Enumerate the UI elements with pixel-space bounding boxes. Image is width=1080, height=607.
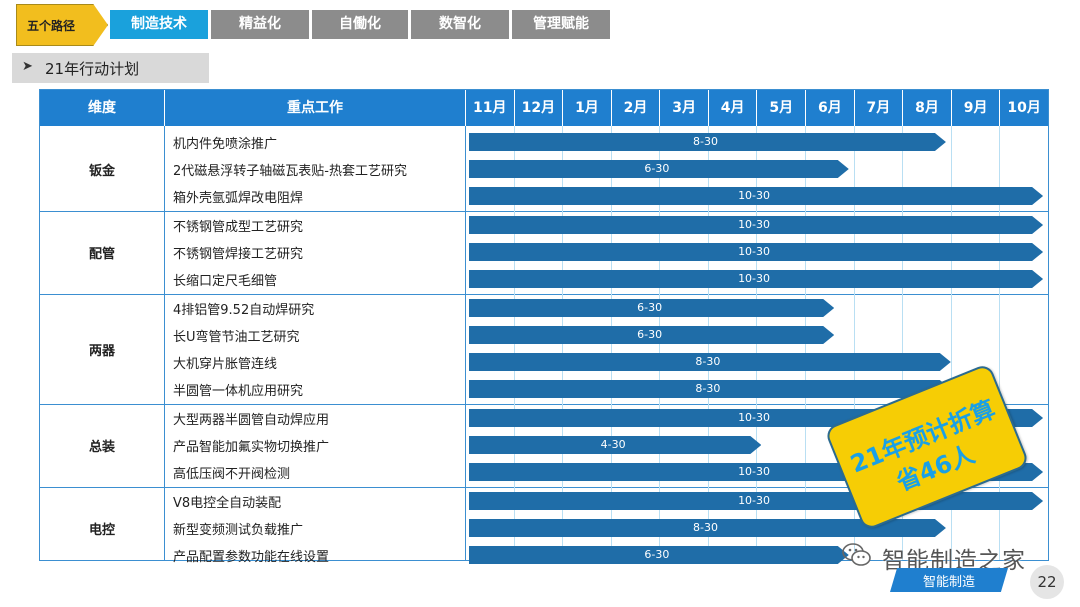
gantt-bar xyxy=(469,270,1043,288)
task-name: 半圆管一体机应用研究 xyxy=(173,384,304,399)
header-month: 11月 xyxy=(465,90,514,126)
gantt-bar xyxy=(469,546,849,564)
month-gridline xyxy=(853,126,855,560)
header-month: 1月 xyxy=(562,90,611,126)
task-name: 大机穿片胀管连线 xyxy=(173,357,278,372)
task-name: 产品配置参数功能在线设置 xyxy=(173,550,330,565)
task-name: 机内件免喷涂推广 xyxy=(173,137,278,152)
header-month: 9月 xyxy=(950,90,1000,126)
action-plan-table: 维度 重点工作 11月 12月 1月 2月 3月 4月 5月 6月 7月 8月 9月 10月 机内件免… xyxy=(39,89,1049,565)
group-separator xyxy=(40,487,1048,488)
gantt-bar-label: 6-30 xyxy=(637,328,663,341)
task-name: 2代磁悬浮转子轴磁瓦表贴-热套工艺研究 xyxy=(173,164,407,179)
gantt-bar-label: 8-30 xyxy=(692,135,718,148)
header-month: 6月 xyxy=(805,90,854,126)
gantt-bar-label: 6-30 xyxy=(644,162,670,175)
gantt-bar-label: 8-30 xyxy=(695,355,721,368)
path-nav-label: 五个路径 xyxy=(16,4,108,46)
header-month: 4月 xyxy=(707,90,757,126)
path-nav-text: 五个路径 xyxy=(27,19,76,33)
gantt-bar-label: 8-30 xyxy=(692,521,718,534)
dimension-label: 总装 xyxy=(88,440,115,455)
gantt-bar-label: 4-30 xyxy=(600,438,626,451)
task-name: 高低压阀不开阀检测 xyxy=(173,467,291,482)
task-name: 大型两器半圆管自动焊应用 xyxy=(173,413,330,428)
gantt-bar xyxy=(469,380,951,398)
task-name: 4排铝管9.52自动焊研究 xyxy=(173,303,315,318)
dimension-label: 两器 xyxy=(88,343,115,359)
dimension-label: 电控 xyxy=(88,523,115,538)
gantt-bar-label: 6-30 xyxy=(644,548,670,561)
gantt-bar xyxy=(469,133,946,151)
month-gridline xyxy=(999,126,1001,560)
section-header: ➤ 21年行动计划 xyxy=(12,53,209,83)
gantt-bar-label: 10-30 xyxy=(738,189,771,202)
gantt-bar-label: 10-30 xyxy=(738,218,771,231)
month-gridline xyxy=(950,126,952,560)
gantt-bar-label: 10-30 xyxy=(738,494,771,507)
header-month: 5月 xyxy=(756,90,805,126)
task-name: 新型变频测试负载推广 xyxy=(173,523,304,538)
header-month: 10月 xyxy=(999,90,1048,126)
page-number: 22 xyxy=(1030,565,1064,599)
task-name: 产品智能加氟实物切换推广 xyxy=(173,440,330,455)
gantt-bar-label: 10-30 xyxy=(738,245,771,258)
dimension-label: 配管 xyxy=(88,247,115,262)
task-name: 不锈钢管焊接工艺研究 xyxy=(173,247,304,262)
section-title: 21年行动计划 xyxy=(45,60,140,78)
task-name: 不锈钢管成型工艺研究 xyxy=(173,220,304,235)
task-name: 箱外壳氩弧焊改电阻焊 xyxy=(173,191,304,206)
gantt-bar-label: 8-30 xyxy=(695,382,721,395)
task-name: 长缩口定尺毛细管 xyxy=(173,274,278,289)
gantt-bar-label: 6-30 xyxy=(637,301,663,314)
gantt-bar xyxy=(469,187,1043,205)
header-dimension: 维度 xyxy=(88,100,116,116)
gantt-bar xyxy=(469,326,834,344)
footer-badge-text: 智能制造 xyxy=(922,575,975,590)
table-header: 维度 重点工作 11月 12月 1月 2月 3月 4月 5月 6月 7月 8月 9月 10月 xyxy=(40,90,1048,126)
header-key-work: 重点工作 xyxy=(164,90,465,126)
gantt-bar-label: 10-30 xyxy=(738,272,771,285)
header-month: 2月 xyxy=(610,90,660,126)
column-divider xyxy=(164,126,165,560)
column-divider xyxy=(465,126,466,560)
gantt-bar xyxy=(469,519,946,537)
task-name: V8电控全自动装配 xyxy=(173,496,282,511)
wechat-icon xyxy=(842,543,871,566)
footer-badge: 智能制造 xyxy=(890,568,1008,592)
watermark: 智能制造之家 xyxy=(842,537,1048,574)
group-separator xyxy=(40,404,1048,405)
tab-jidoka[interactable]: 自働化 xyxy=(312,10,408,39)
gantt-bar xyxy=(469,436,761,454)
month-gridline xyxy=(902,126,904,560)
gantt-bar xyxy=(469,299,834,317)
group-separator xyxy=(40,211,1048,212)
dimension-label: 钣金 xyxy=(88,164,115,179)
header-month: 12月 xyxy=(513,90,563,126)
gantt-bar xyxy=(469,216,1043,234)
gantt-bar-label: 10-30 xyxy=(738,411,771,424)
gantt-bar-label: 10-30 xyxy=(738,465,771,478)
header-month: 7月 xyxy=(853,90,903,126)
tab-digital-intelligence[interactable]: 数智化 xyxy=(411,10,509,39)
task-name: 长U弯管节油工艺研究 xyxy=(173,330,300,345)
tab-lean[interactable]: 精益化 xyxy=(211,10,309,39)
header-month: 8月 xyxy=(902,90,951,126)
group-separator xyxy=(40,294,1048,295)
bullet-arrow-icon: ➤ xyxy=(22,59,33,74)
gantt-bar xyxy=(469,353,951,371)
tab-management-empowerment[interactable]: 管理赋能 xyxy=(512,10,610,39)
gantt-bar xyxy=(469,160,849,178)
tab-manufacturing-tech[interactable]: 制造技术 xyxy=(110,10,208,39)
gantt-bar xyxy=(469,243,1043,261)
header-month: 3月 xyxy=(659,90,708,126)
